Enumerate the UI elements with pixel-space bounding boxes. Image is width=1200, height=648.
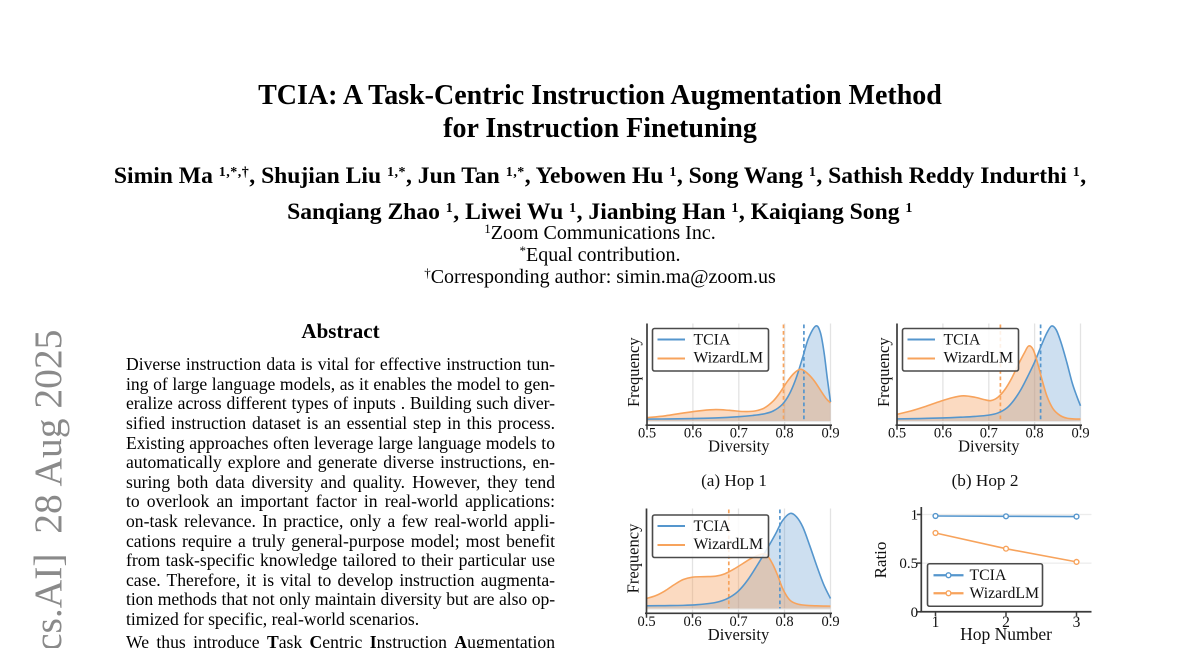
- svg-text:0.7: 0.7: [730, 426, 748, 442]
- svg-text:WizardLM: WizardLM: [694, 349, 764, 366]
- svg-text:Frequency: Frequency: [624, 337, 643, 407]
- svg-text:0.8: 0.8: [1026, 426, 1044, 442]
- svg-text:WizardLM: WizardLM: [970, 585, 1040, 602]
- svg-text:0.8: 0.8: [775, 614, 793, 630]
- svg-text:0.5: 0.5: [637, 614, 655, 630]
- svg-text:Diversity: Diversity: [708, 437, 770, 456]
- svg-text:0.8: 0.8: [776, 426, 794, 442]
- svg-text:TCIA: TCIA: [694, 518, 731, 535]
- svg-text:TCIA: TCIA: [944, 331, 981, 348]
- svg-text:0.6: 0.6: [934, 426, 952, 442]
- svg-text:0: 0: [911, 605, 919, 621]
- svg-text:Diversity: Diversity: [958, 437, 1020, 456]
- svg-text:0.9: 0.9: [821, 426, 839, 442]
- svg-text:0.7: 0.7: [729, 614, 747, 630]
- svg-text:0.5: 0.5: [899, 556, 918, 572]
- svg-text:Hop Number: Hop Number: [960, 624, 1052, 644]
- svg-text:Diversity: Diversity: [708, 625, 770, 644]
- svg-text:TCIA: TCIA: [694, 331, 731, 348]
- svg-text:Frequency: Frequency: [624, 523, 643, 593]
- svg-text:2: 2: [1002, 614, 1010, 631]
- svg-text:0.9: 0.9: [821, 614, 839, 630]
- svg-text:1: 1: [911, 508, 919, 524]
- svg-text:0.5: 0.5: [888, 426, 906, 442]
- svg-text:Ratio: Ratio: [871, 542, 890, 579]
- svg-text:Frequency: Frequency: [874, 337, 893, 407]
- svg-text:WizardLM: WizardLM: [944, 349, 1014, 366]
- svg-text:TCIA: TCIA: [970, 567, 1007, 584]
- svg-text:0.9: 0.9: [1071, 426, 1089, 442]
- svg-text:WizardLM: WizardLM: [694, 536, 764, 553]
- svg-text:0.6: 0.6: [684, 426, 702, 442]
- svg-text:0.7: 0.7: [980, 426, 998, 442]
- svg-text:0.5: 0.5: [638, 426, 656, 442]
- svg-text:1: 1: [932, 614, 940, 631]
- svg-text:(b) Hop 2: (b) Hop 2: [952, 471, 1019, 490]
- svg-text:0.6: 0.6: [683, 614, 701, 630]
- svg-text:3: 3: [1073, 614, 1081, 631]
- svg-text:(a) Hop 1: (a) Hop 1: [701, 471, 767, 490]
